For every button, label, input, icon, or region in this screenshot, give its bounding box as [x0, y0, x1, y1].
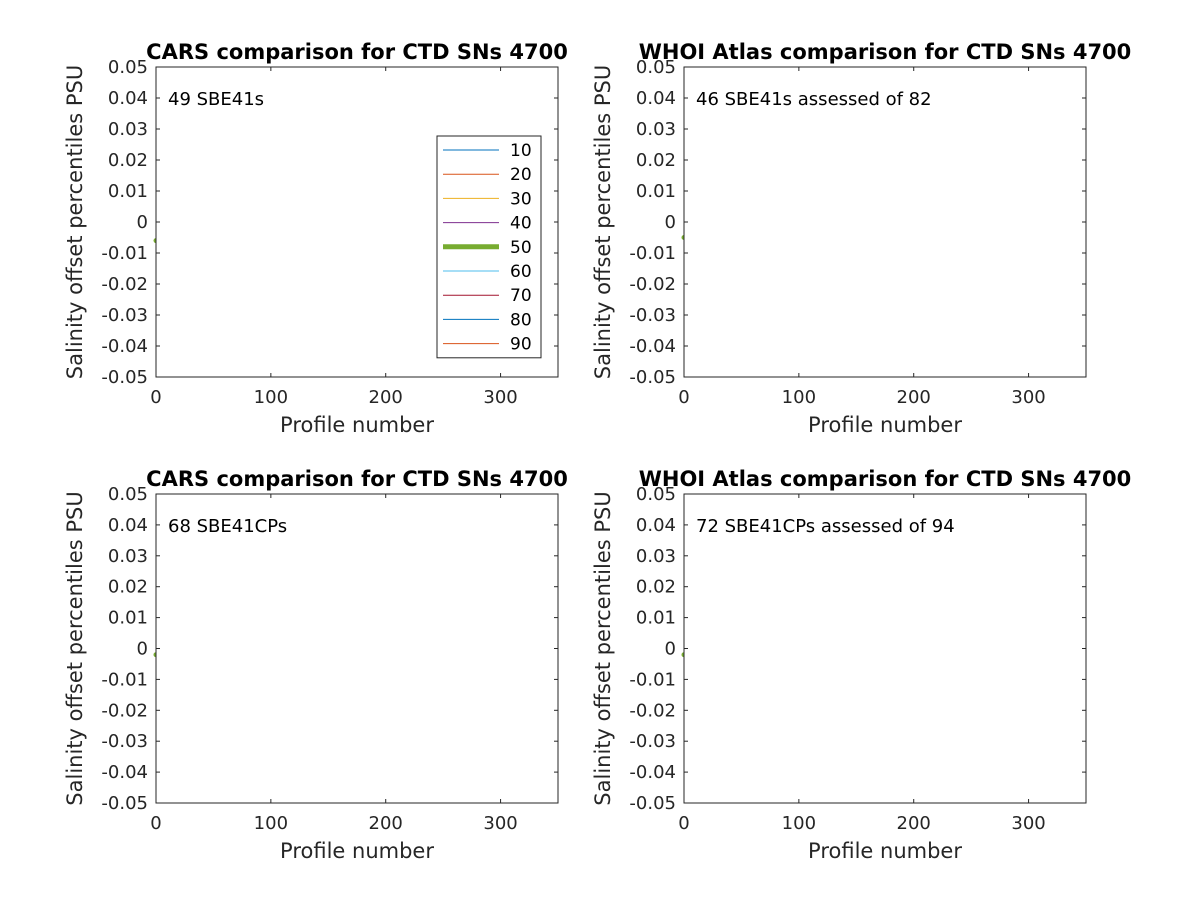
y-tick-label: 0.01	[108, 608, 148, 629]
legend-label: 70	[510, 286, 532, 306]
x-tick-label: 0	[678, 387, 689, 408]
y-tick-label: -0.05	[101, 367, 148, 388]
sensor-count-annotation: 49 SBE41s	[168, 89, 264, 110]
y-tick-label: -0.04	[629, 762, 676, 783]
axes-frame	[683, 493, 1087, 804]
x-tick-label: 0	[150, 387, 161, 408]
x-tick-label: 200	[897, 387, 931, 408]
legend-label: 90	[510, 335, 532, 355]
x-tick-label: 300	[483, 387, 517, 408]
x-axis-label: Profile number	[808, 413, 962, 437]
y-tick-label: 0	[137, 639, 148, 660]
y-tick-label: 0.03	[108, 546, 148, 567]
y-tick-label: -0.03	[101, 305, 148, 326]
sensor-count-annotation: 68 SBE41CPs	[168, 516, 287, 537]
legend: 10 20 30 40 50 60 70 80 90	[436, 135, 542, 359]
y-axis-label: Salinity offset percentiles PSU	[63, 65, 87, 379]
y-tick-label: 0.03	[636, 546, 676, 567]
y-tick-label: 0.05	[108, 484, 148, 505]
y-tick-label: 0.02	[636, 577, 676, 598]
y-tick-label: -0.01	[101, 243, 148, 264]
legend-label: 20	[510, 165, 532, 185]
y-tick-label: 0.03	[108, 119, 148, 140]
y-axis-label: Salinity offset percentiles PSU	[591, 491, 615, 805]
y-tick-label: 0.04	[636, 515, 676, 536]
legend-label: 10	[510, 141, 532, 161]
y-tick-label: -0.01	[101, 669, 148, 690]
y-tick-label: 0.01	[636, 608, 676, 629]
y-tick-label: 0.05	[636, 484, 676, 505]
x-tick-label: 200	[897, 813, 931, 834]
y-tick-label: 0.02	[108, 150, 148, 171]
x-tick-label: 100	[254, 813, 288, 834]
chart-title: WHOI Atlas comparison for CTD SNs 4700	[639, 40, 1132, 64]
y-tick-label: -0.01	[629, 243, 676, 264]
y-tick-label: -0.04	[629, 336, 676, 357]
y-tick-label: 0.04	[636, 88, 676, 109]
chart-panel-2: 0 100 200 300 -0.05 -0.04 -0.03 -0.02 -0.01 0 0.01…	[591, 40, 1131, 437]
y-tick-label: 0.03	[636, 119, 676, 140]
y-tick-label: -0.05	[629, 793, 676, 814]
legend-label: 50	[510, 238, 532, 258]
x-tick-label: 300	[1011, 813, 1045, 834]
y-tick-label: 0.01	[636, 181, 676, 202]
y-tick-label: 0.02	[108, 577, 148, 598]
x-tick-label: 0	[150, 813, 161, 834]
y-tick-label: 0.05	[636, 57, 676, 78]
y-tick-label: -0.02	[101, 700, 148, 721]
x-axis-label: Profile number	[280, 839, 434, 863]
legend-label: 40	[510, 214, 532, 234]
axes-frame	[683, 66, 1087, 378]
y-tick-label: 0	[137, 212, 148, 233]
legend-label: 80	[510, 310, 532, 330]
legend-label: 30	[510, 189, 532, 209]
y-tick-label: 0.04	[108, 88, 148, 109]
x-tick-label: 100	[782, 813, 816, 834]
x-tick-label: 200	[369, 813, 403, 834]
y-tick-label: -0.03	[629, 305, 676, 326]
x-axis-label: Profile number	[808, 839, 962, 863]
y-tick-label: -0.02	[629, 700, 676, 721]
chart-title: CARS comparison for CTD SNs 4700	[146, 40, 568, 64]
y-tick-label: 0	[665, 212, 676, 233]
y-tick-label: 0.02	[636, 150, 676, 171]
y-tick-label: -0.05	[629, 367, 676, 388]
sensor-count-annotation: 46 SBE41s assessed of 82	[696, 89, 932, 110]
y-tick-label: -0.04	[101, 762, 148, 783]
y-tick-label: -0.02	[101, 274, 148, 295]
x-tick-label: 200	[369, 387, 403, 408]
y-tick-label: 0.05	[108, 57, 148, 78]
y-axis-label: Salinity offset percentiles PSU	[591, 65, 615, 379]
y-tick-label: -0.03	[101, 731, 148, 752]
chart-panel-3: 0 100 200 300 -0.05 -0.04 -0.03 -0.02 -0.01 0 0.01…	[63, 467, 568, 863]
x-tick-label: 100	[782, 387, 816, 408]
chart-title: CARS comparison for CTD SNs 4700	[146, 467, 568, 491]
x-tick-label: 0	[678, 813, 689, 834]
y-tick-label: -0.04	[101, 336, 148, 357]
chart-panel-1: 0 100 200 300 -0.05 -0.04 -0.03 -0.02 -0.01 0 0.01…	[63, 40, 568, 437]
x-tick-label: 100	[254, 387, 288, 408]
legend-label: 60	[510, 262, 532, 282]
y-tick-label: -0.03	[629, 731, 676, 752]
y-tick-label: 0.01	[108, 181, 148, 202]
y-tick-label: -0.05	[101, 793, 148, 814]
x-tick-label: 300	[1011, 387, 1045, 408]
y-tick-label: -0.02	[629, 274, 676, 295]
axes-frame	[155, 493, 559, 804]
chart-panel-4: 0 100 200 300 -0.05 -0.04 -0.03 -0.02 -0.01 0 0.01…	[591, 467, 1131, 863]
y-axis-label: Salinity offset percentiles PSU	[63, 491, 87, 805]
y-tick-label: 0	[665, 639, 676, 660]
x-axis-label: Profile number	[280, 413, 434, 437]
y-tick-label: -0.01	[629, 669, 676, 690]
chart-title: WHOI Atlas comparison for CTD SNs 4700	[639, 467, 1132, 491]
x-tick-label: 300	[483, 813, 517, 834]
y-tick-label: 0.04	[108, 515, 148, 536]
sensor-count-annotation: 72 SBE41CPs assessed of 94	[696, 516, 955, 537]
